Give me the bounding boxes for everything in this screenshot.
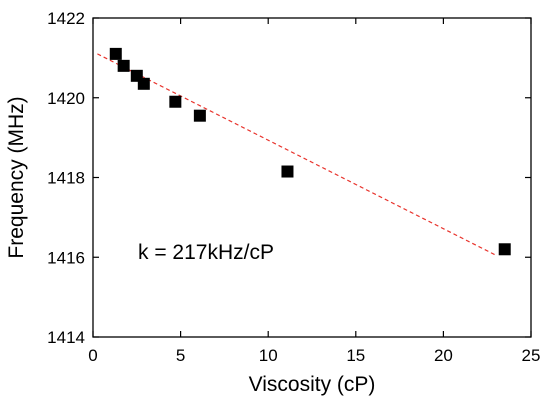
data-point xyxy=(109,47,122,60)
slope-annotation: k = 217kHz/cP xyxy=(138,241,274,264)
fit-line xyxy=(97,53,497,256)
x-tick-label: 15 xyxy=(346,346,365,365)
y-axis-title: Frequency (MHz) xyxy=(5,96,28,258)
plot-frame xyxy=(92,17,532,338)
x-tick-label: 5 xyxy=(176,346,185,365)
y-tick-label: 1418 xyxy=(47,169,85,188)
y-tick-label: 1420 xyxy=(47,89,85,108)
data-point xyxy=(117,59,130,72)
data-points-layer xyxy=(109,47,511,256)
y-tick-label: 1422 xyxy=(47,9,85,28)
data-point xyxy=(169,95,182,108)
x-tick-label: 20 xyxy=(434,346,453,365)
x-tick-label: 0 xyxy=(88,346,97,365)
data-point xyxy=(281,165,294,178)
data-point xyxy=(137,77,150,90)
x-tick-label: 25 xyxy=(522,346,541,365)
x-tick-label: 10 xyxy=(259,346,278,365)
y-tick-label: 1416 xyxy=(47,248,85,267)
x-axis-title: Viscosity (cP) xyxy=(249,373,376,396)
ticks-layer: 0 5 10 15 20 25 1414 1416 1418 1420 1422 xyxy=(47,9,540,365)
fit-line-layer xyxy=(97,53,497,256)
data-point xyxy=(193,109,206,122)
y-tick-label: 1414 xyxy=(47,328,85,347)
data-point xyxy=(498,243,511,256)
